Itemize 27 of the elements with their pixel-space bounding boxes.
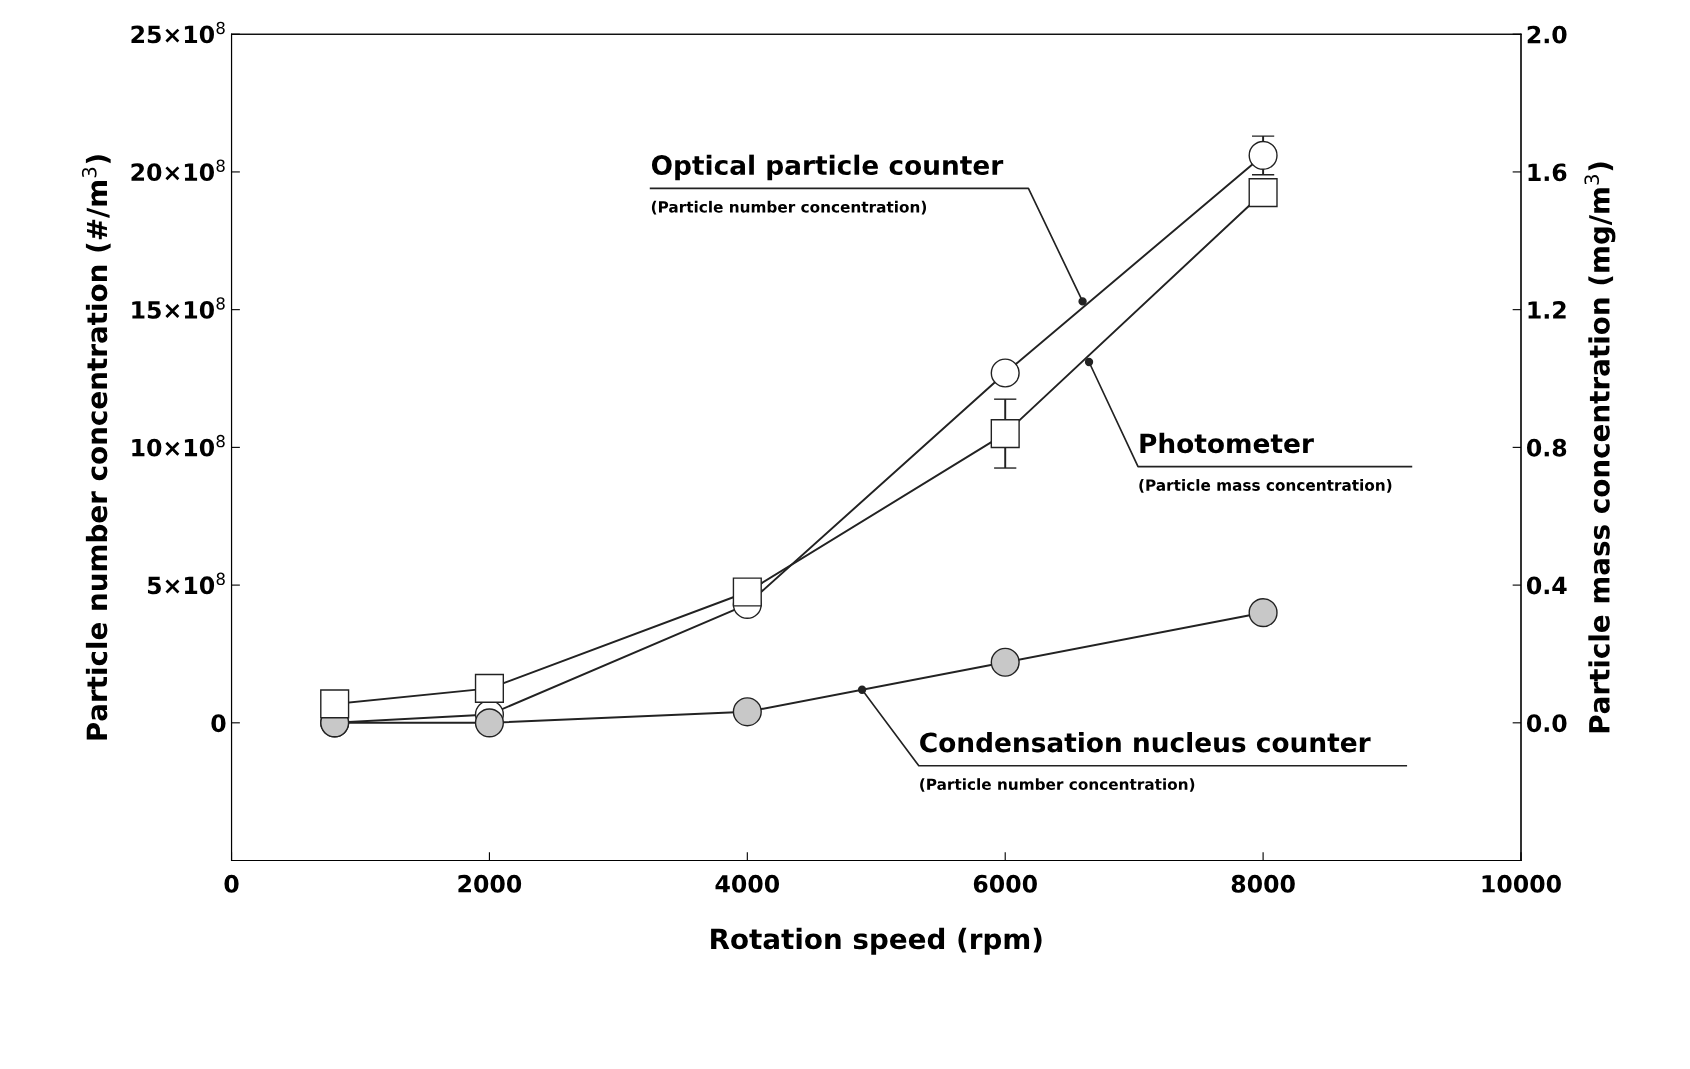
x-tick-label: 6000 [973, 874, 1037, 893]
y-tick-label: 10×10$^{8}$ [132, 434, 225, 457]
x-tick-label: 8000 [1231, 874, 1295, 893]
annotation: (Particle number concentration) [651, 200, 927, 215]
y-tick-label: 15×10$^{8}$ [132, 297, 225, 319]
annotation: (Particle number concentration) [920, 778, 1195, 792]
x-tick-label: 10000 [1482, 874, 1561, 893]
y2-tick-label: 0.0 [1526, 714, 1567, 733]
annotation: Photometer [1140, 432, 1314, 454]
y2-tick-label: 0.8 [1526, 438, 1567, 457]
annotation: Optical particle counter [651, 154, 1004, 181]
x-tick-label: 4000 [715, 874, 780, 893]
y2-tick-label: 0.4 [1526, 576, 1567, 595]
y2-tick-label: 1.6 [1528, 163, 1567, 182]
x-axis-title: Rotation speed (rpm) [711, 927, 1042, 955]
x-tick-label: 2000 [458, 874, 522, 893]
y-tick-label: 20×10$^{8}$ [131, 159, 225, 182]
annotation: (Particle mass concentration) [1139, 479, 1392, 493]
y2-tick-label: 2.0 [1527, 25, 1567, 44]
y-tick-label: 25×10$^{8}$ [131, 21, 225, 44]
y-tick-label: 5×10$^{8}$ [147, 572, 225, 595]
annotation: Condensation nucleus counter [920, 731, 1371, 753]
y-axis-title: Particle number concentration (#/m$^{3}$) [81, 155, 111, 740]
x-tick-label: 0 [224, 874, 239, 893]
y-tick-label: 0 [211, 714, 226, 733]
y2-tick-label: 1.2 [1528, 301, 1566, 319]
y2-axis-title: Particle mass concentration (mg/m$^{3}$) [1584, 162, 1616, 733]
